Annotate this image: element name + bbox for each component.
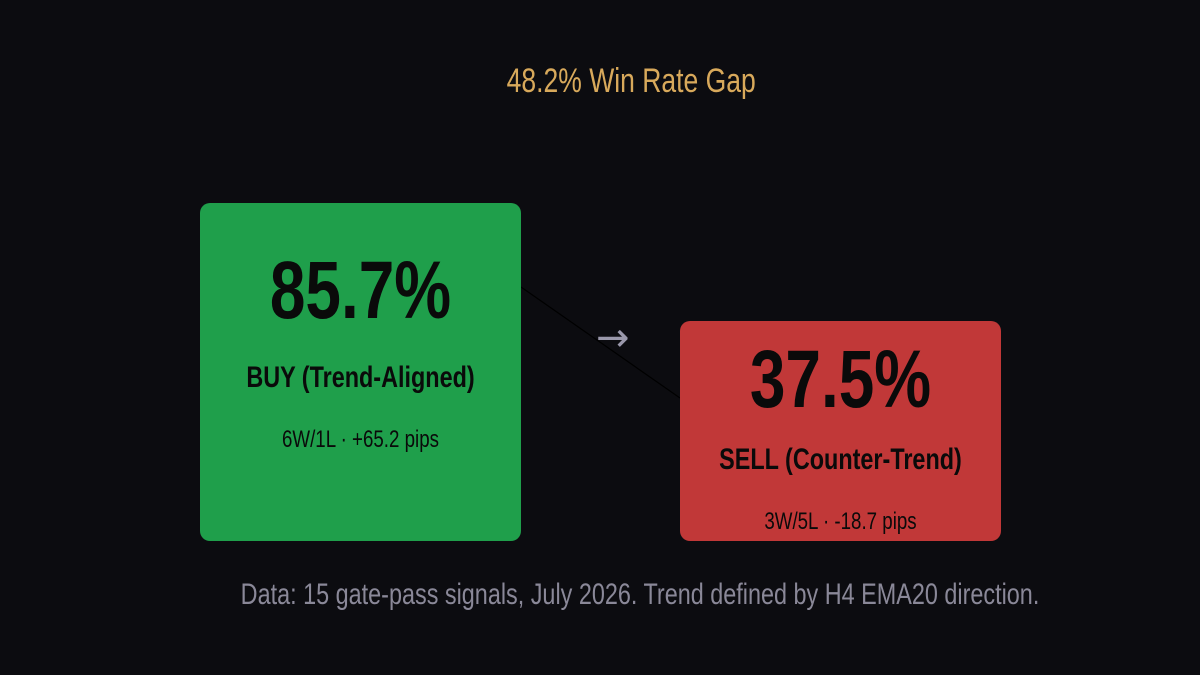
buy-label: BUY (Trend-Aligned) <box>246 361 475 394</box>
sell-win-rate: 37.5% <box>749 334 932 425</box>
sell-stats: 3W/5L · -18.7 pips <box>764 508 917 535</box>
sell-card: 37.5% SELL (Counter-Trend) 3W/5L · -18.7… <box>680 321 1001 541</box>
right-arrow-icon: → <box>596 315 630 361</box>
headline: 48.2% Win Rate Gap <box>506 62 756 100</box>
buy-win-rate: 85.7% <box>269 245 452 336</box>
sell-label: SELL (Counter-Trend) <box>719 443 962 476</box>
buy-card: 85.7% BUY (Trend-Aligned) 6W/1L · +65.2 … <box>200 203 521 541</box>
data-source-footnote: Data: 15 gate-pass signals, July 2026. T… <box>240 578 1040 611</box>
buy-stats: 6W/1L · +65.2 pips <box>282 426 439 453</box>
